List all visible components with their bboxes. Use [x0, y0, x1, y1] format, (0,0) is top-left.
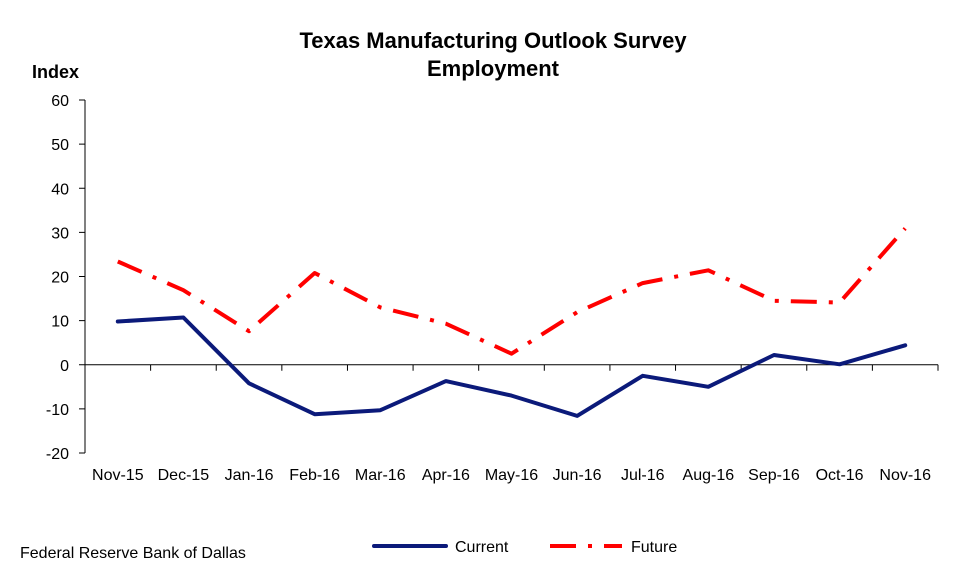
x-tick-label: Nov-15: [92, 467, 144, 484]
x-tick-label: Sep-16: [748, 467, 800, 484]
x-tick-label: Jun-16: [553, 467, 602, 484]
x-tick-label: Mar-16: [355, 467, 406, 484]
legend-label-current: Current: [455, 539, 509, 556]
y-tick-label: 30: [51, 225, 69, 242]
x-tick-label: Feb-16: [289, 467, 340, 484]
y-tick-label: 60: [51, 93, 69, 110]
series-line-current: [115, 315, 908, 418]
source-note: Federal Reserve Bank of Dallas: [20, 545, 246, 562]
axes: [79, 99, 939, 454]
y-tick-label: -10: [46, 402, 69, 419]
x-tick-label: Dec-15: [158, 467, 210, 484]
series-layer: [115, 227, 908, 418]
x-tick-label: Oct-16: [816, 467, 864, 484]
x-tick-label: Nov-16: [879, 467, 931, 484]
y-tick-label: 0: [60, 358, 69, 375]
x-tick-labels: Nov-15 Dec-15 Jan-16 Feb-16 Mar-16 Apr-16 May-…: [92, 467, 931, 484]
x-tick-label: Apr-16: [422, 467, 470, 484]
y-tick-label: 20: [51, 270, 69, 287]
y-tick-label: 50: [51, 137, 69, 154]
y-tick-label: -20: [46, 446, 69, 463]
x-tick-label: May-16: [485, 467, 538, 484]
chart-title: Texas Manufacturing Outlook Survey: [299, 28, 687, 53]
series-line-future: [116, 227, 907, 356]
x-tick-label: Jul-16: [621, 467, 665, 484]
x-tick-label: Aug-16: [683, 467, 735, 484]
y-tick-labels: -20 -10 0 10 20 30 40 50 60: [46, 93, 69, 463]
legend: Current Future: [372, 539, 677, 556]
y-axis-label: Index: [32, 62, 79, 82]
y-tick-label: 10: [51, 314, 69, 331]
chart-subtitle: Employment: [427, 56, 560, 81]
y-tick-label: 40: [51, 181, 69, 198]
x-tick-label: Jan-16: [225, 467, 274, 484]
legend-label-future: Future: [631, 539, 677, 556]
